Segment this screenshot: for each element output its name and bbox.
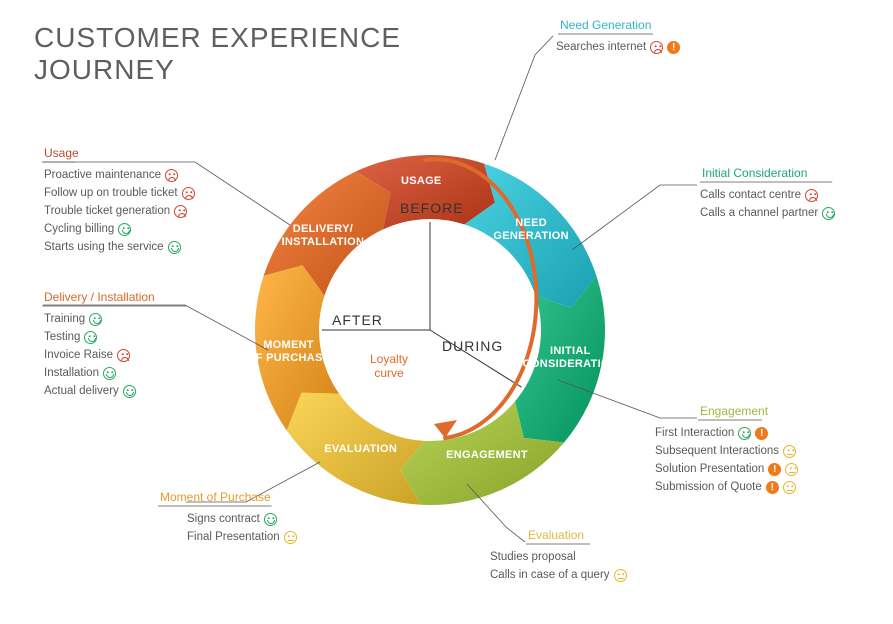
alert-icon: ! (768, 463, 781, 476)
phase-purchase: MOMENTOF PURCHASE (234, 339, 344, 365)
callout-item-text: Signs contract (187, 510, 260, 528)
callout-item-text: Actual delivery (44, 382, 119, 400)
zone-during: DURING (442, 338, 503, 354)
callout-item: Invoice Raise (44, 346, 136, 364)
neutral-face-icon (614, 569, 627, 582)
happy-face-icon (264, 513, 277, 526)
callout-item: Testing (44, 328, 136, 346)
alert-icon: ! (755, 427, 768, 440)
callout-item: Subsequent Interactions (655, 442, 798, 460)
happy-face-icon (822, 207, 835, 220)
callout-item: Submission of Quote! (655, 478, 798, 496)
callout-item-text: Training (44, 310, 85, 328)
callout-items-need: Searches internet! (556, 38, 680, 56)
callout-item-text: Calls in case of a query (490, 566, 610, 584)
callout-item: Training (44, 310, 136, 328)
sad-face-icon (805, 189, 818, 202)
happy-face-icon (123, 385, 136, 398)
callout-item: Studies proposal (490, 548, 627, 566)
alert-icon: ! (766, 481, 779, 494)
phase-engagement: ENGAGEMENT (432, 449, 542, 462)
phase-evaluation: EVALUATION (306, 443, 416, 456)
neutral-face-icon (783, 481, 796, 494)
callout-item-text: Solution Presentation (655, 460, 764, 478)
callout-items-engagement: First Interaction!Subsequent Interaction… (655, 424, 798, 496)
happy-face-icon (118, 223, 131, 236)
callout-item-text: Searches internet (556, 38, 646, 56)
callout-item-text: Submission of Quote (655, 478, 762, 496)
happy-face-icon (738, 427, 751, 440)
zone-before: BEFORE (400, 200, 464, 216)
callout-items-usage: Proactive maintenanceFollow up on troubl… (44, 166, 195, 256)
callout-item-text: Follow up on trouble ticket (44, 184, 178, 202)
happy-face-icon (89, 313, 102, 326)
callout-items-purchase: Signs contractFinal Presentation (187, 510, 297, 546)
neutral-face-icon (785, 463, 798, 476)
callout-item-text: Subsequent Interactions (655, 442, 779, 460)
phase-need: NEEDGENERATION (476, 217, 586, 243)
callout-items-initial: Calls contact centreCalls a channel part… (700, 186, 835, 222)
callout-item: Calls a channel partner (700, 204, 835, 222)
happy-face-icon (84, 331, 97, 344)
happy-face-icon (103, 367, 116, 380)
callout-item-text: Final Presentation (187, 528, 280, 546)
callout-item-text: Studies proposal (490, 548, 576, 566)
sad-face-icon (650, 41, 663, 54)
callout-item-text: Testing (44, 328, 80, 346)
phase-initial: INITIALCONSIDERATION (515, 345, 625, 371)
callout-title-evaluation: Evaluation (528, 528, 584, 542)
loyalty-label: Loyaltycurve (370, 352, 408, 380)
callout-item-text: Calls a channel partner (700, 204, 818, 222)
leader-initial (572, 185, 697, 250)
callout-item: Starts using the service (44, 238, 195, 256)
callout-item-text: Starts using the service (44, 238, 164, 256)
happy-face-icon (168, 241, 181, 254)
callout-item: Solution Presentation! (655, 460, 798, 478)
sad-face-icon (174, 205, 187, 218)
neutral-face-icon (783, 445, 796, 458)
callout-item-text: Calls contact centre (700, 186, 801, 204)
callout-item-text: First Interaction (655, 424, 734, 442)
zone-after: AFTER (332, 312, 383, 328)
callout-items-delivery: TrainingTestingInvoice RaiseInstallation… (44, 310, 136, 400)
callout-items-evaluation: Studies proposalCalls in case of a query (490, 548, 627, 584)
loyalty-text: Loyaltycurve (370, 352, 408, 380)
callout-item-text: Trouble ticket generation (44, 202, 170, 220)
neutral-face-icon (284, 531, 297, 544)
callout-item: Signs contract (187, 510, 297, 528)
callout-item-text: Invoice Raise (44, 346, 113, 364)
phase-delivery: DELIVERY/INSTALLATION (268, 223, 378, 249)
leader-need (495, 36, 553, 160)
callout-title-purchase: Moment of Purchase (160, 490, 271, 504)
callout-title-engagement: Engagement (700, 404, 768, 418)
sad-face-icon (117, 349, 130, 362)
sad-face-icon (165, 169, 178, 182)
callout-item: Calls in case of a query (490, 566, 627, 584)
sad-face-icon (182, 187, 195, 200)
callout-item: Follow up on trouble ticket (44, 184, 195, 202)
callout-item: Proactive maintenance (44, 166, 195, 184)
callout-item: Calls contact centre (700, 186, 835, 204)
callout-title-need: Need Generation (560, 18, 651, 32)
callout-item: Final Presentation (187, 528, 297, 546)
callout-item-text: Installation (44, 364, 99, 382)
callout-item: Searches internet! (556, 38, 680, 56)
callout-item: Installation (44, 364, 136, 382)
phase-usage: USAGE (366, 175, 476, 188)
callout-item: Actual delivery (44, 382, 136, 400)
callout-item: Trouble ticket generation (44, 202, 195, 220)
alert-icon: ! (667, 41, 680, 54)
callout-title-usage: Usage (44, 146, 79, 160)
callout-title-initial: Initial Consideration (702, 166, 807, 180)
callout-title-delivery: Delivery / Installation (44, 290, 155, 304)
callout-item-text: Cycling billing (44, 220, 114, 238)
callout-item: First Interaction! (655, 424, 798, 442)
callout-item: Cycling billing (44, 220, 195, 238)
callout-item-text: Proactive maintenance (44, 166, 161, 184)
